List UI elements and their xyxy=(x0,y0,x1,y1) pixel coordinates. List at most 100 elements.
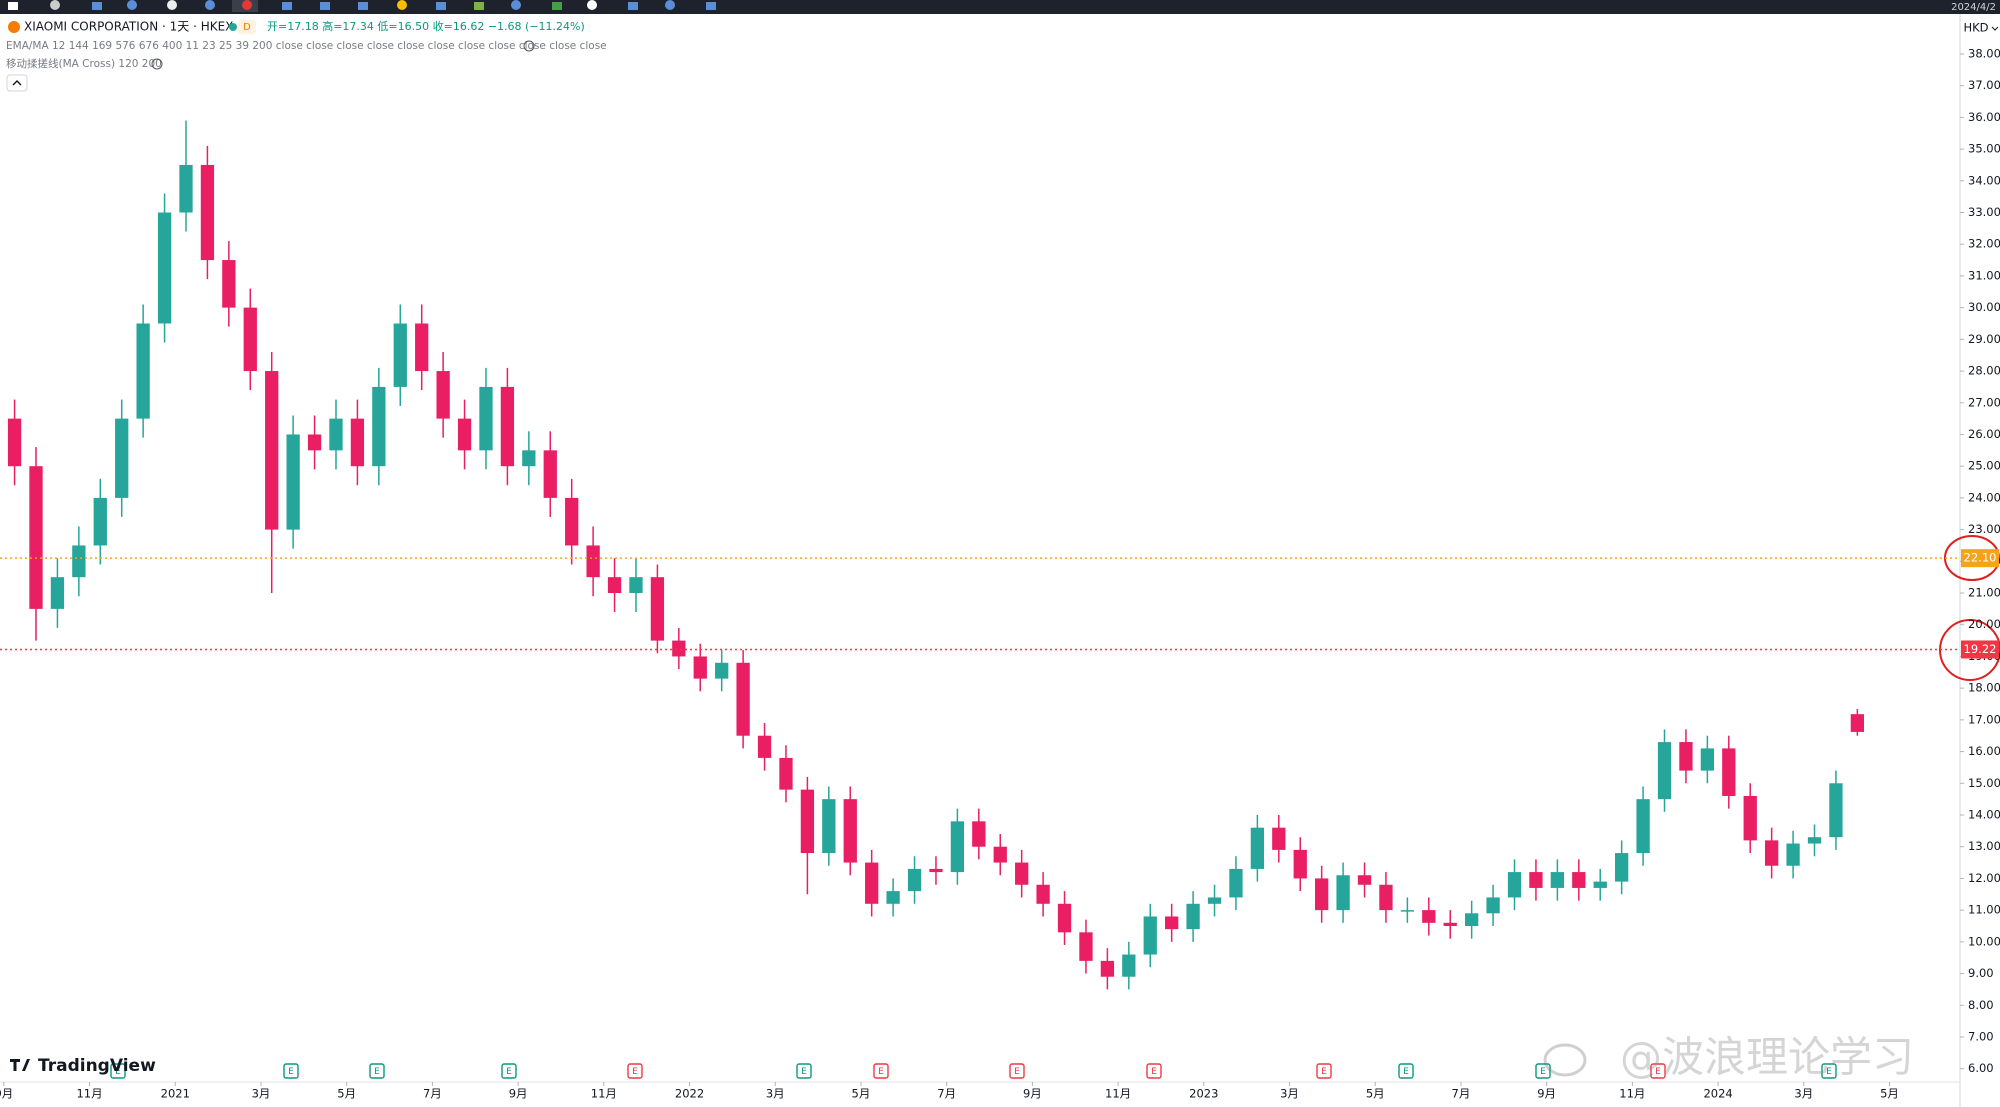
x-tick-label: 5月 xyxy=(1880,1087,1899,1101)
icon[interactable] xyxy=(50,0,60,10)
collapse-button[interactable] xyxy=(6,74,28,92)
event-marker[interactable] xyxy=(283,1063,299,1079)
event-marker[interactable] xyxy=(627,1063,643,1079)
icon[interactable] xyxy=(665,0,675,10)
candle-body xyxy=(1529,872,1543,888)
price-label: 22.10 xyxy=(1964,551,1997,565)
candle-body xyxy=(1422,910,1436,923)
event-marker-label: E xyxy=(878,1067,884,1077)
event-marker[interactable] xyxy=(501,1063,517,1079)
ohlc-readout: 开=17.18 高=17.34 低=16.50 收=16.62 −1.68 (−… xyxy=(267,19,585,33)
candle-body xyxy=(1507,872,1522,898)
icon[interactable] xyxy=(8,2,18,10)
icon[interactable] xyxy=(127,0,137,10)
event-marker[interactable] xyxy=(1398,1063,1414,1079)
event-marker[interactable] xyxy=(1535,1063,1551,1079)
event-marker[interactable] xyxy=(1146,1063,1162,1079)
y-tick-label: 20.00 xyxy=(1968,617,2000,631)
candle-body xyxy=(1057,903,1072,933)
event-marker[interactable] xyxy=(110,1063,126,1079)
candle-body xyxy=(1293,849,1307,879)
y-tick-label: 24.00 xyxy=(1968,490,2000,504)
candle-body xyxy=(329,418,343,451)
event-marker[interactable] xyxy=(1316,1063,1332,1079)
icon[interactable] xyxy=(205,0,215,10)
price-label: 19.22 xyxy=(1964,642,1997,656)
x-tick-label: 3月 xyxy=(1280,1087,1299,1101)
candle-body xyxy=(586,545,600,578)
y-tick-label: 9.00 xyxy=(1968,966,1994,980)
candle-body xyxy=(372,386,386,467)
candle-body xyxy=(179,164,193,213)
x-tick-label: 7月 xyxy=(937,1087,956,1101)
candle-body xyxy=(115,418,129,498)
icon[interactable] xyxy=(511,0,521,10)
candle-body xyxy=(843,799,857,863)
y-tick-label: 13.00 xyxy=(1968,839,2000,853)
indicator-legend[interactable]: EMA/MA 12 144 169 576 676 400 11 23 25 3… xyxy=(6,40,607,52)
event-marker[interactable] xyxy=(369,1063,385,1079)
event-marker[interactable] xyxy=(873,1063,889,1079)
event-marker[interactable] xyxy=(1650,1063,1666,1079)
candle-body xyxy=(436,371,450,419)
icon[interactable] xyxy=(397,0,407,10)
icon[interactable] xyxy=(552,2,562,10)
candle-body xyxy=(1315,878,1329,911)
tv-logo[interactable]: TradingView xyxy=(38,1056,156,1076)
candle-body xyxy=(522,450,536,467)
candle-body xyxy=(1122,954,1136,977)
x-tick-label: 2022 xyxy=(675,1087,704,1101)
top-bar xyxy=(0,0,2000,14)
y-tick-label: 21.00 xyxy=(1968,586,2000,600)
candle-body xyxy=(243,307,257,372)
interval-badge: D xyxy=(243,22,251,33)
icon[interactable] xyxy=(320,2,330,10)
candle-body xyxy=(1357,875,1372,885)
candle-body xyxy=(1657,742,1672,800)
event-marker[interactable] xyxy=(796,1063,812,1079)
x-tick-label: 5月 xyxy=(852,1087,871,1101)
candle-body xyxy=(286,434,300,530)
indicator-legend[interactable]: 移动揉搓线(MA Cross) 120 200 xyxy=(6,57,162,70)
icon[interactable] xyxy=(242,0,252,10)
x-tick-label: 3月 xyxy=(1794,1087,1813,1101)
currency-label[interactable]: HKD xyxy=(1963,21,1988,35)
icon[interactable] xyxy=(436,2,446,10)
icon[interactable] xyxy=(167,0,177,10)
watermark-group: @波浪理论学习 xyxy=(1543,1033,1914,1082)
y-tick-label: 10.00 xyxy=(1968,934,2000,948)
candle-body xyxy=(479,386,493,451)
candle-body xyxy=(929,868,943,873)
symbol-title[interactable]: XIAOMI CORPORATION · 1天 · HKEX xyxy=(24,20,233,34)
x-tick-label: 7月 xyxy=(423,1087,442,1101)
candle-body xyxy=(1443,922,1457,926)
icon[interactable] xyxy=(282,2,292,10)
symbol-logo xyxy=(8,21,20,33)
x-tick-label: 9月 xyxy=(1537,1087,1556,1101)
currency-dropdown xyxy=(1991,26,1999,31)
y-tick-label: 30.00 xyxy=(1968,300,2000,314)
candle-body xyxy=(1850,714,1865,732)
visibility-toggle[interactable] xyxy=(523,40,535,52)
candle-body xyxy=(1807,837,1822,844)
candle-body xyxy=(1379,884,1393,911)
y-tick-label: 32.00 xyxy=(1968,237,2000,251)
event-marker-label: E xyxy=(1321,1067,1327,1077)
icon[interactable] xyxy=(706,2,716,10)
y-tick-label: 14.00 xyxy=(1968,808,2000,822)
icon[interactable] xyxy=(587,0,597,10)
icon[interactable] xyxy=(628,2,638,10)
icon[interactable] xyxy=(358,2,368,10)
event-marker[interactable] xyxy=(1821,1063,1837,1079)
y-tick-label: 8.00 xyxy=(1968,998,1994,1012)
icon[interactable] xyxy=(92,2,102,10)
visibility-toggle[interactable] xyxy=(151,58,163,70)
candle-body xyxy=(1636,799,1650,854)
candle-body xyxy=(50,577,65,609)
candle-body xyxy=(1400,910,1415,912)
candle-body xyxy=(779,757,793,790)
event-marker[interactable] xyxy=(1009,1063,1025,1079)
icon[interactable] xyxy=(474,2,484,10)
y-tick-label: 26.00 xyxy=(1968,427,2000,441)
